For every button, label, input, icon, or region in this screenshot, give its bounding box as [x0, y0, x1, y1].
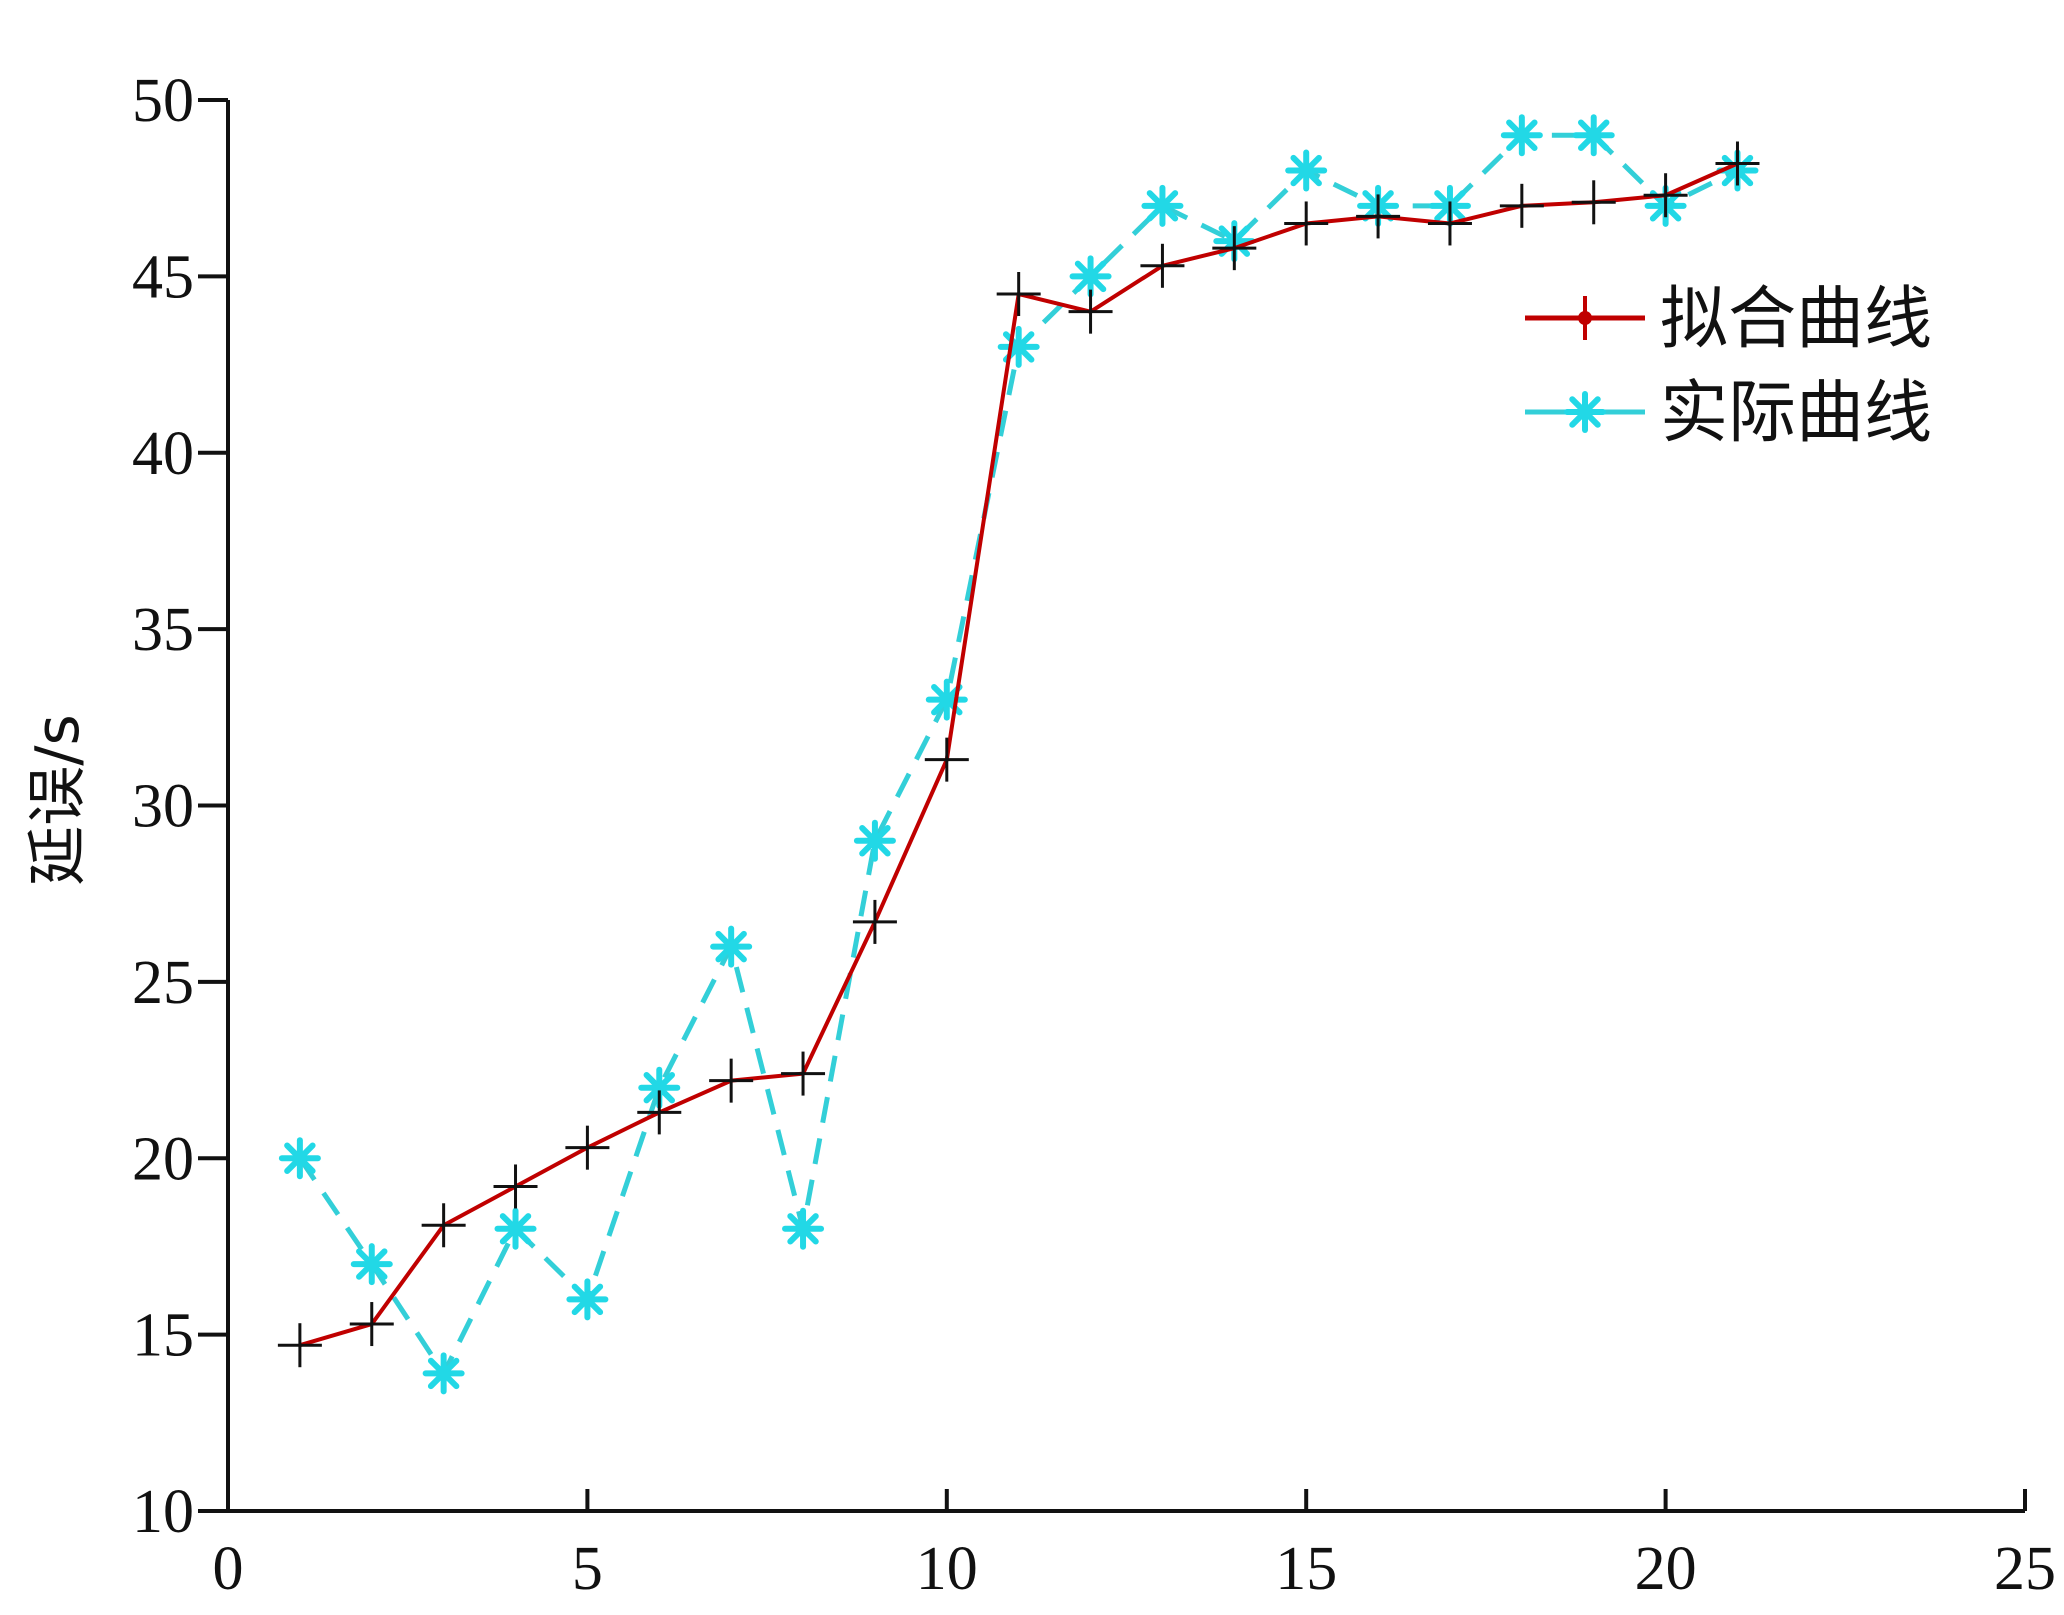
x-tick-label: 25 — [1994, 1535, 2056, 1603]
asterisk-marker-core — [939, 692, 954, 707]
series-layer — [277, 114, 1760, 1395]
asterisk-marker-core — [652, 1080, 667, 1095]
x-tick-label: 20 — [1635, 1535, 1697, 1603]
series-fitted — [277, 141, 1760, 1368]
data-point — [278, 1137, 321, 1180]
y-tick-label: 30 — [132, 773, 194, 841]
data-point — [349, 1302, 394, 1347]
data-point — [924, 737, 969, 782]
asterisk-marker-core — [796, 1221, 811, 1236]
data-point — [782, 1207, 825, 1250]
legend-marker-dot — [1578, 311, 1592, 325]
asterisk-marker-core — [364, 1257, 379, 1272]
asterisk-marker-core — [867, 833, 882, 848]
y-tick-label: 35 — [132, 596, 194, 664]
data-point — [925, 678, 968, 721]
y-tick-label: 40 — [132, 420, 194, 488]
data-point — [853, 819, 896, 862]
y-tick-label: 45 — [132, 243, 194, 311]
data-point — [566, 1278, 609, 1321]
asterisk-marker-core — [436, 1366, 451, 1381]
x-tick-label: 15 — [1275, 1535, 1337, 1603]
asterisk-marker-core — [508, 1221, 523, 1236]
data-point — [350, 1243, 393, 1286]
data-point — [1499, 183, 1544, 228]
data-point — [1284, 201, 1329, 246]
asterisk-marker-core — [1155, 198, 1170, 213]
legend-label: 拟合曲线 — [1660, 280, 1932, 359]
y-tick-label: 15 — [132, 1302, 194, 1370]
data-point — [1572, 114, 1615, 157]
data-point — [1212, 226, 1257, 271]
data-point — [709, 1058, 754, 1103]
x-tick-label: 0 — [213, 1535, 244, 1603]
y-axis-label: 延误/s — [23, 714, 93, 885]
asterisk-marker-core — [724, 939, 739, 954]
x-tick-label: 5 — [572, 1535, 603, 1603]
data-point — [1285, 149, 1328, 192]
data-point — [781, 1051, 826, 1096]
asterisk-marker-core — [1578, 405, 1592, 419]
data-point — [494, 1207, 537, 1250]
y-tick-label: 50 — [132, 67, 194, 135]
data-point — [638, 1066, 681, 1109]
legend-entry: 拟合曲线 — [1525, 280, 1932, 359]
ticks: 10 15 20 25 30 35 40 45 50 0 5 10 15 20 25 — [132, 67, 2056, 1603]
asterisk-marker-core — [1299, 163, 1314, 178]
data-point — [1427, 201, 1472, 246]
legend-label: 实际曲线 — [1660, 374, 1932, 453]
asterisk-marker-core — [1083, 269, 1098, 284]
data-point — [1500, 114, 1543, 157]
data-point — [421, 1203, 466, 1248]
data-point — [996, 272, 1041, 317]
data-point — [1069, 255, 1112, 298]
data-point — [277, 1323, 322, 1368]
data-point — [997, 325, 1040, 368]
data-point — [637, 1090, 682, 1135]
asterisk-marker-core — [1514, 128, 1529, 143]
data-point — [1140, 243, 1185, 288]
data-point — [852, 899, 897, 944]
data-point — [493, 1164, 538, 1209]
data-point — [1571, 180, 1616, 225]
y-tick-label: 10 — [132, 1478, 194, 1546]
data-point — [1068, 289, 1113, 334]
x-tick-label: 10 — [916, 1535, 978, 1603]
data-point — [1356, 194, 1401, 239]
asterisk-marker-core — [1586, 128, 1601, 143]
data-point — [565, 1125, 610, 1170]
asterisk-marker-core — [580, 1292, 595, 1307]
y-tick-label: 25 — [132, 949, 194, 1017]
data-point — [1141, 184, 1184, 227]
data-point — [422, 1352, 465, 1395]
legend-entry: 实际曲线 — [1525, 374, 1932, 453]
asterisk-marker-core — [1011, 339, 1026, 354]
data-point — [710, 925, 753, 968]
data-point — [1643, 173, 1688, 218]
data-point — [1715, 141, 1760, 186]
asterisk-marker-core — [292, 1151, 307, 1166]
y-tick-label: 20 — [132, 1125, 194, 1193]
